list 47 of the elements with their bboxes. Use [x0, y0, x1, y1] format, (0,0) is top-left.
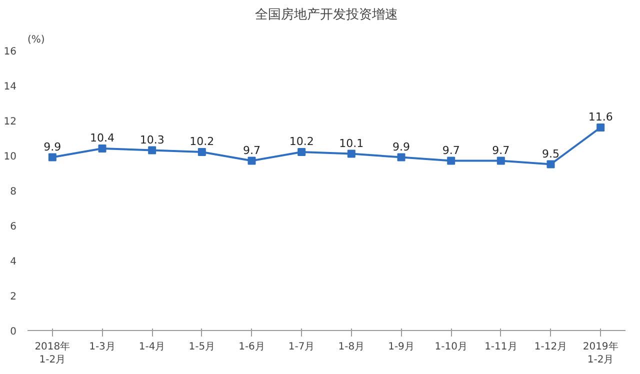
y-tick-label: 8: [10, 186, 17, 198]
data-label: 10.3: [140, 133, 164, 146]
x-tick-label: 1-3月: [89, 342, 116, 352]
point: [298, 148, 306, 156]
data-label: 10.2: [289, 135, 314, 148]
y-tick-label: 4: [10, 256, 17, 268]
x-tick-label: 1-11月: [484, 342, 518, 352]
y-tick-label: 14: [4, 82, 17, 92]
point: [546, 160, 555, 168]
data-label: 9.9: [44, 140, 62, 154]
point: [397, 153, 406, 162]
chart-title: 全国房地产开发投资增速: [255, 6, 398, 22]
point: [347, 150, 356, 158]
point: [496, 156, 505, 165]
y-tick-label: 12: [4, 116, 17, 128]
y-tick-label: 16: [4, 46, 17, 58]
y-tick-label: 2: [10, 292, 17, 302]
point: [98, 144, 106, 152]
data-label: 10.4: [90, 132, 115, 144]
y-tick-label: 0: [10, 326, 17, 338]
x-tick-label: 1-9月: [388, 342, 414, 352]
x-tick-label: 2019年 1-2月: [582, 340, 618, 366]
point: [48, 153, 56, 162]
y-tick-label: 10: [4, 152, 17, 162]
y-axis-title: (%): [28, 34, 45, 46]
point: [148, 146, 156, 154]
x-tick-label: 1-4月: [138, 342, 166, 352]
data-label: 9.5: [542, 147, 560, 160]
y-tick-label: 6: [10, 222, 17, 232]
point: [596, 124, 605, 132]
x-tick-label: 1-10月: [434, 342, 468, 352]
x-tick-label: 1-5月: [188, 342, 216, 352]
data-label: 9.9: [392, 140, 410, 154]
data-label: 9.7: [442, 144, 460, 157]
data-label: 11.6: [588, 110, 613, 124]
x-tick-label: 1-12月: [534, 342, 568, 352]
point: [447, 156, 456, 165]
data-label: 9.7: [243, 144, 261, 157]
x-tick-label: 2018年 1-2月: [34, 340, 70, 366]
data-label: 10.1: [339, 136, 364, 150]
x-tick-label: 1-8月: [338, 342, 365, 352]
point: [248, 156, 256, 165]
point: [198, 148, 206, 156]
data-label: 9.7: [492, 144, 510, 157]
x-tick-label: 1-7月: [288, 342, 315, 352]
data-label: 10.2: [190, 135, 214, 148]
x-tick-label: 1-6月: [238, 342, 265, 352]
